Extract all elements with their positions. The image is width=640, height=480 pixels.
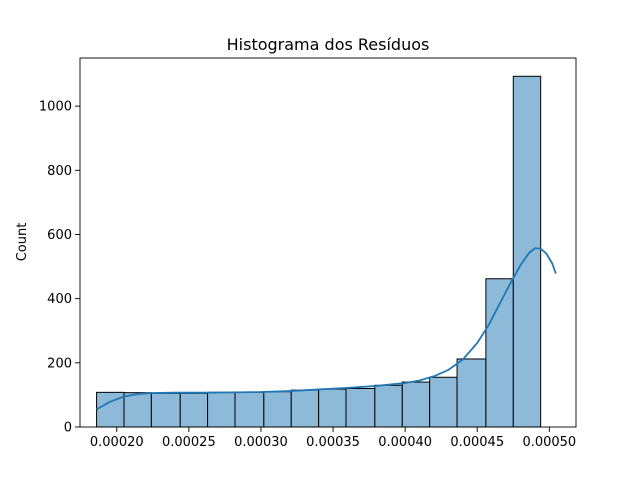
chart-title: Histograma dos Resíduos bbox=[227, 35, 430, 54]
x-tick-label: 0.00030 bbox=[234, 435, 288, 450]
histogram-bar bbox=[401, 381, 431, 428]
histogram-bar bbox=[345, 388, 376, 428]
y-axis-label: Count bbox=[15, 223, 30, 262]
y-axis: 0 200 400 600 800 1000 bbox=[39, 100, 80, 436]
y-tick-label: 800 bbox=[47, 164, 72, 179]
y-tick-label: 600 bbox=[47, 228, 72, 243]
x-tick-label: 0.00045 bbox=[450, 435, 504, 450]
histogram-bar bbox=[207, 391, 236, 428]
histogram-bar bbox=[374, 384, 403, 428]
y-tick-label: 400 bbox=[47, 292, 72, 307]
plot-frame bbox=[79, 57, 577, 428]
histogram-bar bbox=[429, 376, 458, 428]
y-tick-label: 1000 bbox=[39, 100, 72, 115]
y-tick-label: 200 bbox=[47, 356, 72, 371]
y-tick-label: 0 bbox=[64, 421, 72, 436]
histogram-bar bbox=[456, 358, 487, 428]
x-axis: 0.00020 0.00025 0.00030 0.00035 0.00040 0.000… bbox=[90, 427, 576, 450]
x-tick-label: 0.00025 bbox=[162, 435, 216, 450]
histogram-bars bbox=[96, 75, 542, 428]
histogram-bar bbox=[150, 392, 181, 428]
x-tick-label: 0.00020 bbox=[90, 435, 144, 450]
histogram-bar bbox=[234, 391, 265, 428]
x-tick-label: 0.00050 bbox=[522, 435, 576, 450]
histogram-bar bbox=[263, 391, 292, 428]
histogram-bar bbox=[290, 389, 320, 428]
x-tick-label: 0.00040 bbox=[378, 435, 432, 450]
histogram-bar bbox=[485, 278, 514, 428]
histogram-bar bbox=[179, 392, 209, 428]
kde-curve bbox=[96, 247, 557, 411]
histogram-bar bbox=[123, 392, 152, 428]
histogram-bar bbox=[512, 75, 542, 428]
x-tick-label: 0.00035 bbox=[306, 435, 360, 450]
histogram-bar bbox=[318, 388, 347, 428]
